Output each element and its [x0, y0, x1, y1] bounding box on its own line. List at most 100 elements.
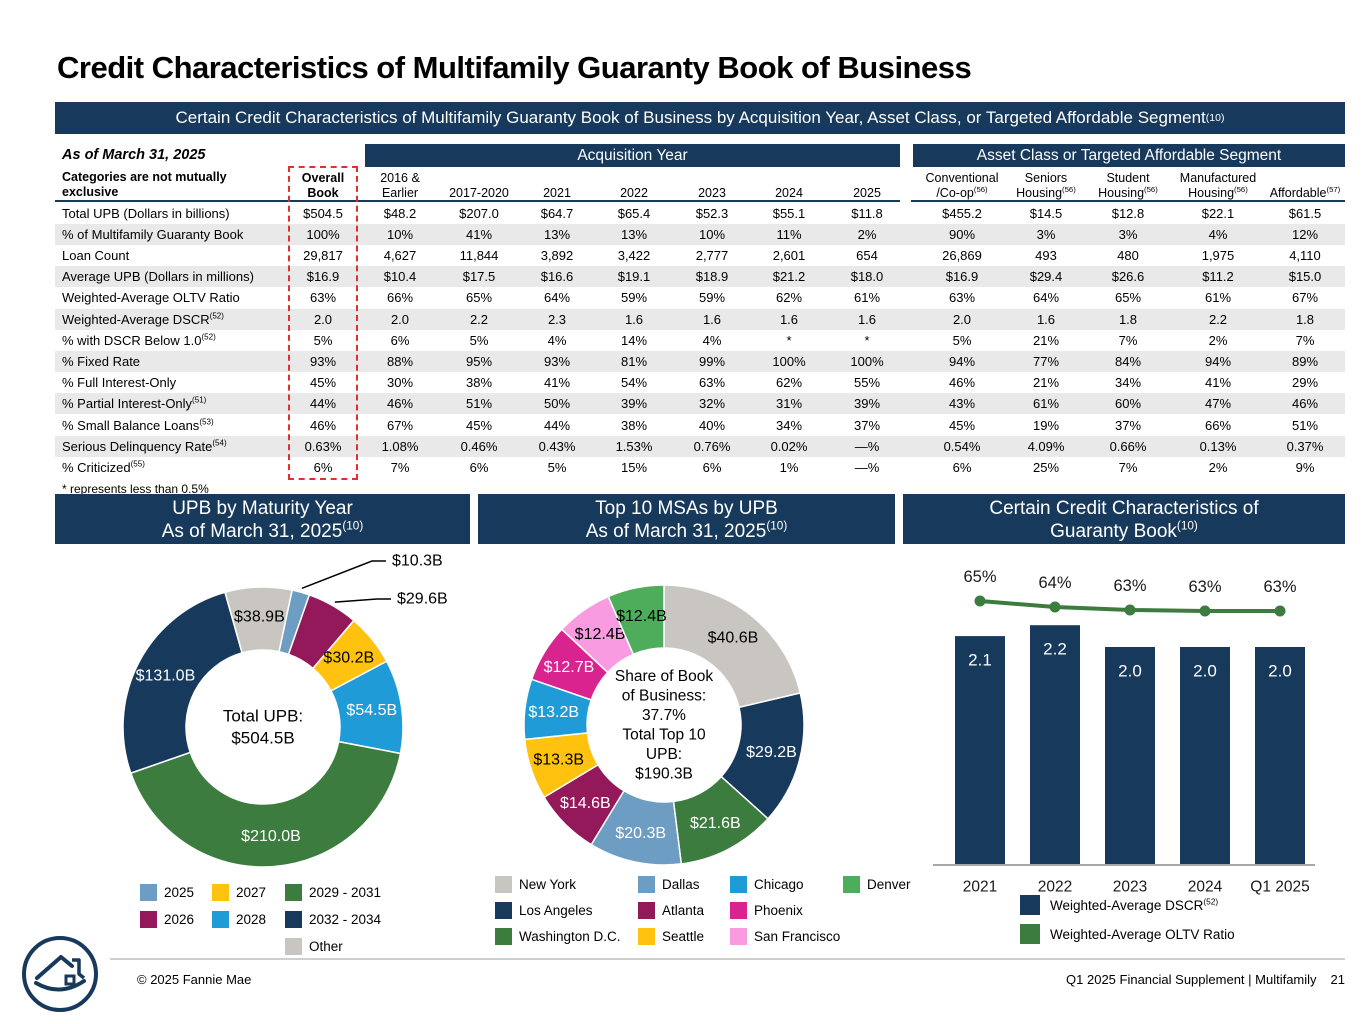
legend-label: Chicago — [754, 877, 804, 892]
legend-swatch — [1020, 924, 1040, 944]
table-cell: 6% — [952, 459, 972, 475]
table-cell: 29,817 — [303, 247, 343, 263]
table-cell: 1% — [779, 459, 799, 475]
table-cell: 45% — [948, 417, 976, 433]
footer-document-title: Q1 2025 Financial Supplement | Multifami… — [1066, 972, 1345, 987]
table-cell: 11,844 — [459, 247, 499, 263]
subtitle-text: Certain Credit Characteristics of Multif… — [175, 108, 1206, 127]
legend-swatch — [212, 911, 229, 928]
legend-item-weighted-average-oltv-ratio: Weighted-Average OLTV Ratio — [1020, 924, 1235, 944]
table-cell: 4.09% — [1027, 438, 1065, 454]
as-of-date: As of March 31, 2025 — [62, 147, 206, 163]
table-cell: 2.2 — [1208, 311, 1228, 327]
legend-label: New York — [519, 877, 577, 892]
table-row-serious-delinquency-rate: Serious Delinquency Rate(54) 0.63% 1.08% 0.… — [55, 435, 1345, 457]
legend-item-2027: 2027 — [212, 884, 266, 901]
legend-item-weighted-average-dscr: Weighted-Average DSCR(52) — [1020, 895, 1218, 915]
table-cell: * — [864, 332, 870, 348]
table-row-small-balance-loans: % Small Balance Loans(53) 46% 67% 45% 44% 38%… — [55, 415, 1345, 436]
legend-swatch — [1020, 895, 1040, 915]
credit-characteristics-bar-chart: 2.1 2.2 2.0 2.0 2.0 65% 2021 64% 2022 63% 2023 63% 2… — [933, 568, 1315, 896]
bar-2021 — [955, 636, 1005, 865]
bar-2023 — [1105, 647, 1155, 865]
table-cell: 6% — [469, 459, 489, 475]
slice-value-label: $210.0B — [241, 828, 301, 845]
row-label: Total UPB (Dollars in billions) — [62, 205, 230, 221]
slice-value-label: $13.3B — [533, 752, 584, 769]
copyright-text: © 2025 Fannie Mae — [137, 972, 252, 987]
legend-label: 2027 — [236, 885, 267, 900]
table-cell: 0.76% — [693, 438, 731, 454]
donut-slice-new-york — [663, 584, 802, 709]
column-header-housing: Student Housing(56) — [1098, 171, 1158, 200]
donut-center-text: Total Top 10 — [622, 726, 706, 743]
column-header-housing: Seniors Housing(56) — [1016, 171, 1076, 200]
subtitle-bar: Certain Credit Characteristics of Multif… — [55, 102, 1345, 134]
slice-value-label: $14.6B — [560, 795, 611, 812]
legend-swatch — [285, 884, 302, 901]
slice-value-label: $38.9B — [234, 609, 285, 626]
table-cell: $22.1 — [1201, 205, 1235, 221]
legend-label: Dallas — [662, 877, 700, 892]
table-cell: 13% — [543, 226, 571, 242]
table-cell: 10% — [698, 226, 726, 242]
table-cell: 7% — [1118, 332, 1138, 348]
table-cell: 46% — [386, 396, 414, 412]
table-cell: 2.0 — [313, 311, 333, 327]
table-cell: $11.8 — [851, 205, 883, 221]
legend-swatch — [212, 884, 229, 901]
table-cell: 21% — [1032, 332, 1060, 348]
legend-swatch — [730, 876, 747, 893]
table-cell: 4,110 — [1289, 247, 1321, 263]
row-label: Loan Count — [62, 247, 130, 263]
table-cell: 4% — [547, 332, 567, 348]
table-cell: $64.7 — [540, 205, 574, 221]
table-cell: $12.8 — [1111, 205, 1145, 221]
donut-center-text: $504.5B — [231, 729, 294, 748]
table-cell: 66% — [386, 290, 414, 306]
table-cell: 100% — [772, 353, 806, 369]
table-cell: 1.6 — [857, 311, 877, 327]
table-cell: 2.3 — [547, 311, 567, 327]
slice-value-label: $30.2B — [323, 650, 374, 667]
table-cell: 2% — [1208, 332, 1228, 348]
acquisition-year-header: Acquisition Year — [365, 144, 900, 167]
table-cell: 67% — [1291, 290, 1319, 306]
row-label: % Partial Interest-Only(51) — [62, 395, 207, 412]
legend-swatch — [140, 911, 157, 928]
legend-label: 2029 - 2031 — [309, 885, 382, 900]
legend-item-new-york: New York — [495, 876, 576, 893]
donut-center-text: $190.3B — [635, 765, 693, 782]
slice-value-label: $131.0B — [136, 668, 196, 685]
table-cell: 65% — [1114, 290, 1142, 306]
table-cell: 480 — [1117, 247, 1139, 263]
table-cell: 51% — [1291, 417, 1319, 433]
table-cell: 0.66% — [1109, 438, 1147, 454]
legend-swatch — [638, 928, 655, 945]
table-cell: $17.5 — [462, 269, 496, 285]
row-label: % Fixed Rate — [62, 353, 141, 369]
table-cell: 89% — [1291, 353, 1319, 369]
table-cell: 99% — [698, 353, 726, 369]
legend-label: San Francisco — [754, 929, 841, 944]
bar-value-label: 2.0 — [1268, 662, 1292, 681]
table-cell: 37% — [1114, 417, 1142, 433]
header-rule-right — [911, 200, 1345, 202]
donut-center-text: Total UPB: — [223, 707, 303, 726]
table-cell: 2% — [857, 226, 877, 242]
table-cell: $207.0 — [459, 205, 499, 221]
table-cell: 64% — [1032, 290, 1060, 306]
table-cell: 1.53% — [615, 438, 653, 454]
table-row-weighted-average-oltv-ratio: Weighted-Average OLTV Ratio 63% 66% 65% 64% 5… — [55, 287, 1345, 308]
row-label: Average UPB (Dollars in millions) — [62, 269, 254, 285]
table-cell: 14% — [620, 332, 648, 348]
line-value-label: 63% — [1188, 578, 1221, 596]
table-cell: 5% — [313, 332, 333, 348]
header-rule-left — [55, 200, 900, 202]
table-cell: 0.37% — [1286, 438, 1324, 454]
table-cell: $55.1 — [772, 205, 806, 221]
donut-slice-2032-2034 — [122, 591, 244, 775]
slice-value-label: $20.3B — [615, 825, 666, 842]
table-cell: 0.02% — [770, 438, 808, 454]
table-cell: $16.9 — [306, 269, 340, 285]
